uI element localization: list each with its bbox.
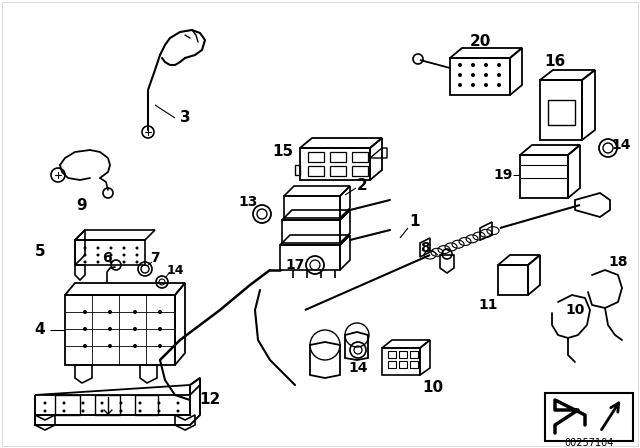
Circle shape [83,344,87,348]
Circle shape [133,327,137,331]
Circle shape [122,260,125,263]
Text: 14: 14 [166,263,184,276]
Circle shape [484,63,488,67]
Circle shape [108,344,112,348]
Bar [308,152,324,162]
Circle shape [177,401,179,405]
Circle shape [133,344,137,348]
Text: 15: 15 [273,145,294,159]
Circle shape [120,409,122,413]
Bar [410,351,418,358]
Circle shape [100,409,104,413]
Circle shape [44,401,47,405]
Bar [352,166,368,176]
Bar [330,166,346,176]
Circle shape [63,401,65,405]
Circle shape [133,310,137,314]
Text: 13: 13 [238,195,258,209]
Text: 17: 17 [285,258,305,272]
Circle shape [63,409,65,413]
Bar [388,351,396,358]
Circle shape [497,83,501,87]
Text: 7: 7 [150,251,160,265]
Circle shape [97,246,99,250]
Text: 00257104: 00257104 [564,438,614,448]
Bar [388,361,396,368]
Text: 10: 10 [565,303,585,317]
Circle shape [484,73,488,77]
Text: 9: 9 [77,198,87,212]
Circle shape [158,344,162,348]
Bar [308,166,324,176]
Circle shape [83,310,87,314]
Circle shape [122,246,125,250]
Circle shape [83,260,86,263]
Circle shape [44,409,47,413]
Circle shape [97,260,99,263]
Circle shape [458,73,462,77]
Circle shape [497,63,501,67]
Circle shape [484,83,488,87]
Bar [545,393,633,441]
Circle shape [108,327,112,331]
Bar [399,361,407,368]
Circle shape [83,327,87,331]
Text: 4: 4 [35,323,45,337]
Text: 20: 20 [469,34,491,49]
Circle shape [109,260,113,263]
Bar [352,152,368,162]
Circle shape [136,260,138,263]
Circle shape [138,409,141,413]
Circle shape [157,401,161,405]
Bar [399,351,407,358]
Text: 5: 5 [35,245,45,259]
Circle shape [100,401,104,405]
Bar [410,361,418,368]
Text: 1: 1 [410,215,420,229]
Circle shape [109,254,113,257]
Text: 14: 14 [611,138,631,152]
Circle shape [458,63,462,67]
Circle shape [81,409,84,413]
Circle shape [158,310,162,314]
Text: 10: 10 [422,380,444,396]
Circle shape [458,83,462,87]
Circle shape [83,254,86,257]
Text: 3: 3 [180,111,190,125]
Text: 16: 16 [545,55,566,69]
Circle shape [136,254,138,257]
Circle shape [471,63,475,67]
Text: 2: 2 [356,177,367,193]
Text: 8: 8 [420,241,430,255]
Circle shape [83,246,86,250]
Circle shape [471,83,475,87]
Circle shape [157,409,161,413]
Circle shape [108,310,112,314]
Text: 14: 14 [348,361,368,375]
Text: 6: 6 [102,251,112,265]
Circle shape [81,401,84,405]
Circle shape [138,401,141,405]
Circle shape [471,73,475,77]
Circle shape [97,254,99,257]
Text: 12: 12 [200,392,221,408]
Circle shape [120,401,122,405]
Text: 18: 18 [608,255,628,269]
Circle shape [109,246,113,250]
Circle shape [122,254,125,257]
Circle shape [497,73,501,77]
Circle shape [136,246,138,250]
Text: 11: 11 [478,298,498,312]
Circle shape [158,327,162,331]
Bar [330,152,346,162]
Text: 19: 19 [493,168,513,182]
Circle shape [177,409,179,413]
